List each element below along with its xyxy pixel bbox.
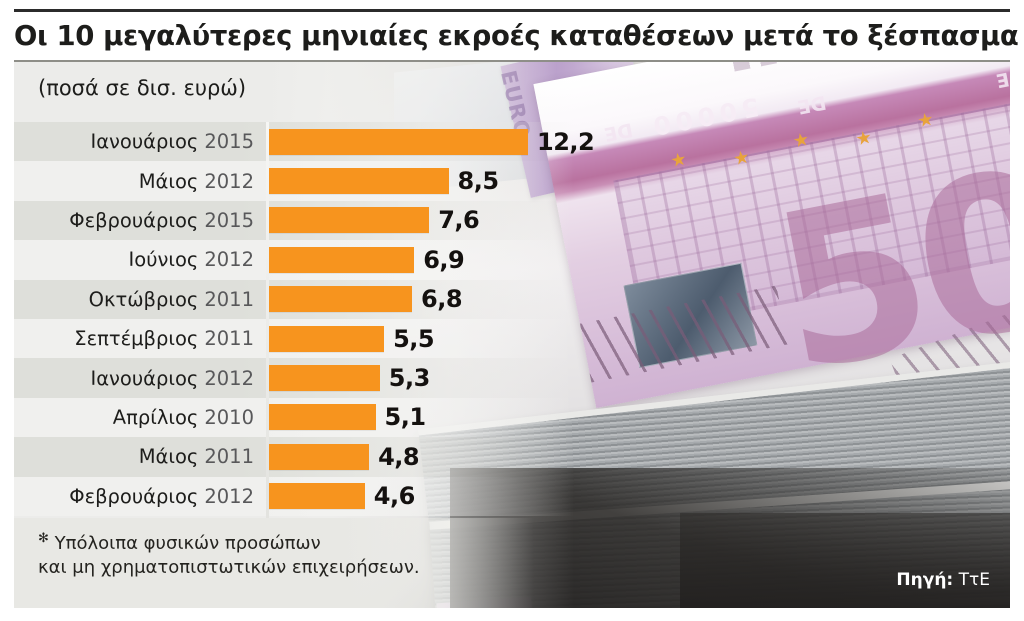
bar-row: Ιούνιος 2012 6,9: [14, 240, 1010, 280]
photo-note-de-c: DE: [994, 64, 1010, 92]
bar-value-label: 8,5: [457, 167, 500, 196]
bar-row-year: 2011: [204, 327, 254, 351]
bar-value-label: 5,3: [388, 364, 431, 393]
bar-row-label: Μάιος 2012: [14, 161, 254, 200]
chart-axis-line: [266, 122, 269, 518]
bar-row-label: Μάιος 2011: [14, 437, 254, 476]
page-title-text: Οι 10 μεγαλύτερες μηνιαίες εκροές καταθέ…: [14, 20, 1024, 52]
bar-row-year: 2010: [204, 405, 254, 429]
bar-value-label: 4,6: [373, 482, 416, 511]
bar-value-label: 5,1: [384, 403, 427, 432]
bar-row: Ιανουάριος 2015 12,2: [14, 122, 1010, 162]
bar-container: 4,6: [266, 477, 415, 516]
bar-value-label: 6,8: [421, 285, 463, 314]
bar-value-label: 5,5: [393, 324, 435, 353]
bar-container: 4,8: [266, 437, 420, 476]
bar-row-year: 2015: [204, 130, 254, 154]
bar: [266, 246, 415, 273]
bar-row-month: Φεβρουάριος: [69, 208, 199, 232]
bar: [266, 483, 365, 510]
bar-row: Μάιος 2011 4,8: [14, 437, 1010, 477]
bar-row-month: Σεπτέμβριος: [74, 327, 199, 351]
bar: [266, 286, 412, 313]
source-credit: Πηγή: ΤτΕ: [896, 570, 990, 590]
bar: [266, 365, 380, 392]
panel-divider-top: [14, 60, 1010, 62]
bar-container: 5,3: [266, 358, 430, 397]
bar-value-label: 6,9: [423, 245, 465, 274]
bar-row-year: 2012: [204, 248, 254, 272]
bar: [266, 128, 528, 155]
bar: [266, 443, 370, 470]
footnote-background-fade: [14, 518, 534, 608]
bar-row-month: Ιανουάριος: [90, 130, 199, 154]
bar-row-year: 2012: [204, 366, 254, 390]
bar-row: Μάιος 2012 8,5: [14, 161, 1010, 201]
bar-row: Οκτώβριος 2011 6,8: [14, 279, 1010, 319]
footnote-line-2: και μη χρηματοπιστωτικών επιχειρήσεων.: [38, 557, 420, 579]
bar-row-month: Οκτώβριος: [88, 287, 199, 311]
bar-container: 5,5: [266, 319, 435, 358]
bar-row-label: Σεπτέμβριος 2011: [14, 319, 254, 358]
bar-container: 5,1: [266, 398, 426, 437]
bar-row-month: Ιανουάριος: [90, 366, 199, 390]
bar: [266, 404, 376, 431]
footnote-marker-icon: ✻: [38, 531, 49, 546]
page-title: Οι 10 μεγαλύτερες μηνιαίες εκροές καταθέ…: [14, 15, 1024, 57]
bar-row-label: Ιούνιος 2012: [14, 240, 254, 279]
bar-container: 6,8: [266, 280, 463, 319]
bar-container: 12,2: [266, 122, 595, 161]
bar-container: 7,6: [266, 201, 480, 240]
bar-row-year: 2012: [204, 169, 254, 193]
bar-row: Απρίλιος 2010 5,1: [14, 397, 1010, 438]
bar-row-month: Φεβρουάριος: [69, 484, 199, 508]
bar: [266, 207, 430, 234]
bar-row-label: Φεβρουάριος 2012: [14, 477, 254, 516]
bar-row: Φεβρουάριος 2015 7,6: [14, 200, 1010, 241]
bar-row-label: Οκτώβριος 2011: [14, 280, 254, 319]
chart-subtitle: (ποσά σε δισ. ευρώ): [38, 76, 247, 100]
bar-row-year: 2015: [204, 208, 254, 232]
bar-row-month: Απρίλιος: [112, 405, 199, 429]
chart-panel: 50000 DE DE DE ★ ★ ★ ★ ★ 500: [14, 60, 1010, 608]
bar-value-label: 4,8: [378, 442, 420, 471]
chart-footnote: ✻ Υπόλοιπα φυσικών προσώπων και μη χρημα…: [38, 530, 420, 580]
source-value: ΤτΕ: [958, 570, 990, 590]
bar: [266, 325, 385, 352]
bar: [266, 168, 449, 195]
bar-row-label: Φεβρουάριος 2015: [14, 201, 254, 240]
bar-value-label: 12,2: [537, 127, 595, 156]
bar-chart-rows: Ιανουάριος 2015 12,2 Μάιος 2012 8,5 Φεβρουάριο…: [14, 122, 1010, 516]
bar-row-year: 2012: [204, 484, 254, 508]
title-divider-top: [14, 9, 1010, 12]
photo-note-de-b: DE: [795, 90, 828, 118]
bar-row-year: 2011: [204, 445, 254, 469]
bar-row-month: Μάιος: [138, 169, 199, 193]
bar-row-label: Απρίλιος 2010: [14, 398, 254, 437]
bar-row-month: Μάιος: [138, 445, 199, 469]
bar-value-label: 7,6: [438, 206, 480, 235]
footnote-line-1: Υπόλοιπα φυσικών προσώπων: [54, 533, 321, 554]
bar-row: Ιανουάριος 2012 5,3: [14, 358, 1010, 398]
bar-row-month: Ιούνιος: [128, 248, 199, 272]
bar-row-label: Ιανουάριος 2015: [14, 122, 254, 161]
bar-container: 6,9: [266, 240, 465, 279]
bar-row-year: 2011: [204, 287, 254, 311]
source-label: Πηγή:: [896, 570, 954, 590]
bar-row-label: Ιανουάριος 2012: [14, 358, 254, 397]
photo-shadow-corner: [680, 513, 1010, 608]
bar-container: 8,5: [266, 161, 499, 200]
bar-row: Σεπτέμβριος 2011 5,5: [14, 318, 1010, 359]
bar-row: Φεβρουάριος 2012 4,6: [14, 476, 1010, 516]
